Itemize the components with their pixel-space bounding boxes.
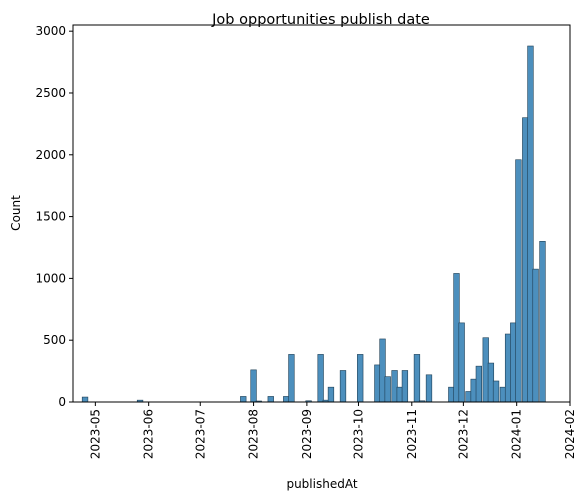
x-tick-label: 2023-09 <box>300 409 314 459</box>
y-axis-label: Count <box>9 195 23 231</box>
histogram-bar <box>470 378 477 403</box>
histogram-bar <box>499 386 507 403</box>
x-tick-label: 2023-12 <box>456 409 470 459</box>
histogram-bar <box>327 386 335 403</box>
histogram-bar <box>240 396 247 403</box>
y-tick-label: 0 <box>58 395 66 409</box>
y-tick-label: 3000 <box>35 24 66 38</box>
histogram-bar <box>475 365 482 403</box>
histogram-bar <box>492 380 500 403</box>
x-ticks: 2023-05 2023-06 2023-07 2023-08 2023-09 2023-… <box>88 402 577 459</box>
histogram-bar <box>453 273 460 403</box>
x-axis-label: publishedAt <box>286 477 357 491</box>
chart-title: Job opportunities publish date <box>211 12 430 28</box>
histogram-bar <box>391 370 398 403</box>
y-tick-label: 500 <box>43 333 66 347</box>
x-tick-label: 2023-05 <box>88 409 102 459</box>
y-tick-label: 2500 <box>35 86 66 100</box>
histogram-bar <box>357 354 364 403</box>
histogram-bar <box>396 386 403 403</box>
histogram-bar <box>317 354 324 403</box>
y-ticks: 0 500 1000 1500 2000 2500 3000 <box>35 24 73 409</box>
histogram-bar <box>504 333 512 403</box>
bars-layer <box>81 45 546 403</box>
histogram-bar <box>448 386 455 403</box>
histogram-bar <box>539 241 546 403</box>
histogram-bar <box>339 370 347 403</box>
histogram-bar <box>379 338 386 403</box>
y-tick-label: 1000 <box>35 271 66 285</box>
histogram-bar <box>458 322 465 403</box>
histogram-bar <box>532 268 539 403</box>
histogram-bar <box>510 322 517 403</box>
histogram-bar <box>283 396 290 403</box>
histogram-bar <box>250 369 257 403</box>
histogram-bar <box>465 391 472 403</box>
x-tick-label: 2023-07 <box>193 409 207 459</box>
histogram-bar <box>267 396 274 403</box>
x-tick-label: 2024-01 <box>510 409 524 459</box>
x-tick-label: 2023-10 <box>351 409 365 459</box>
x-tick-label: 2024-02 <box>563 409 577 459</box>
histogram-bar <box>81 396 89 403</box>
histogram-bar <box>401 370 409 403</box>
histogram-bar <box>522 117 529 403</box>
plot-frame <box>72 24 571 403</box>
y-tick-label: 1500 <box>35 210 66 224</box>
histogram-bar <box>515 159 522 403</box>
x-tick-label: 2023-06 <box>142 409 156 459</box>
histogram-bar <box>413 354 421 403</box>
y-tick-label: 2000 <box>35 148 66 162</box>
histogram-bar <box>384 376 391 403</box>
x-tick-label: 2023-11 <box>405 409 419 459</box>
histogram-bar <box>288 354 295 403</box>
histogram-bar <box>527 45 534 403</box>
histogram-bar <box>425 374 433 403</box>
histogram-bar <box>487 362 495 403</box>
histogram-bar <box>482 337 489 403</box>
x-tick-label: 2023-08 <box>247 409 261 459</box>
histogram-bar <box>374 364 381 403</box>
